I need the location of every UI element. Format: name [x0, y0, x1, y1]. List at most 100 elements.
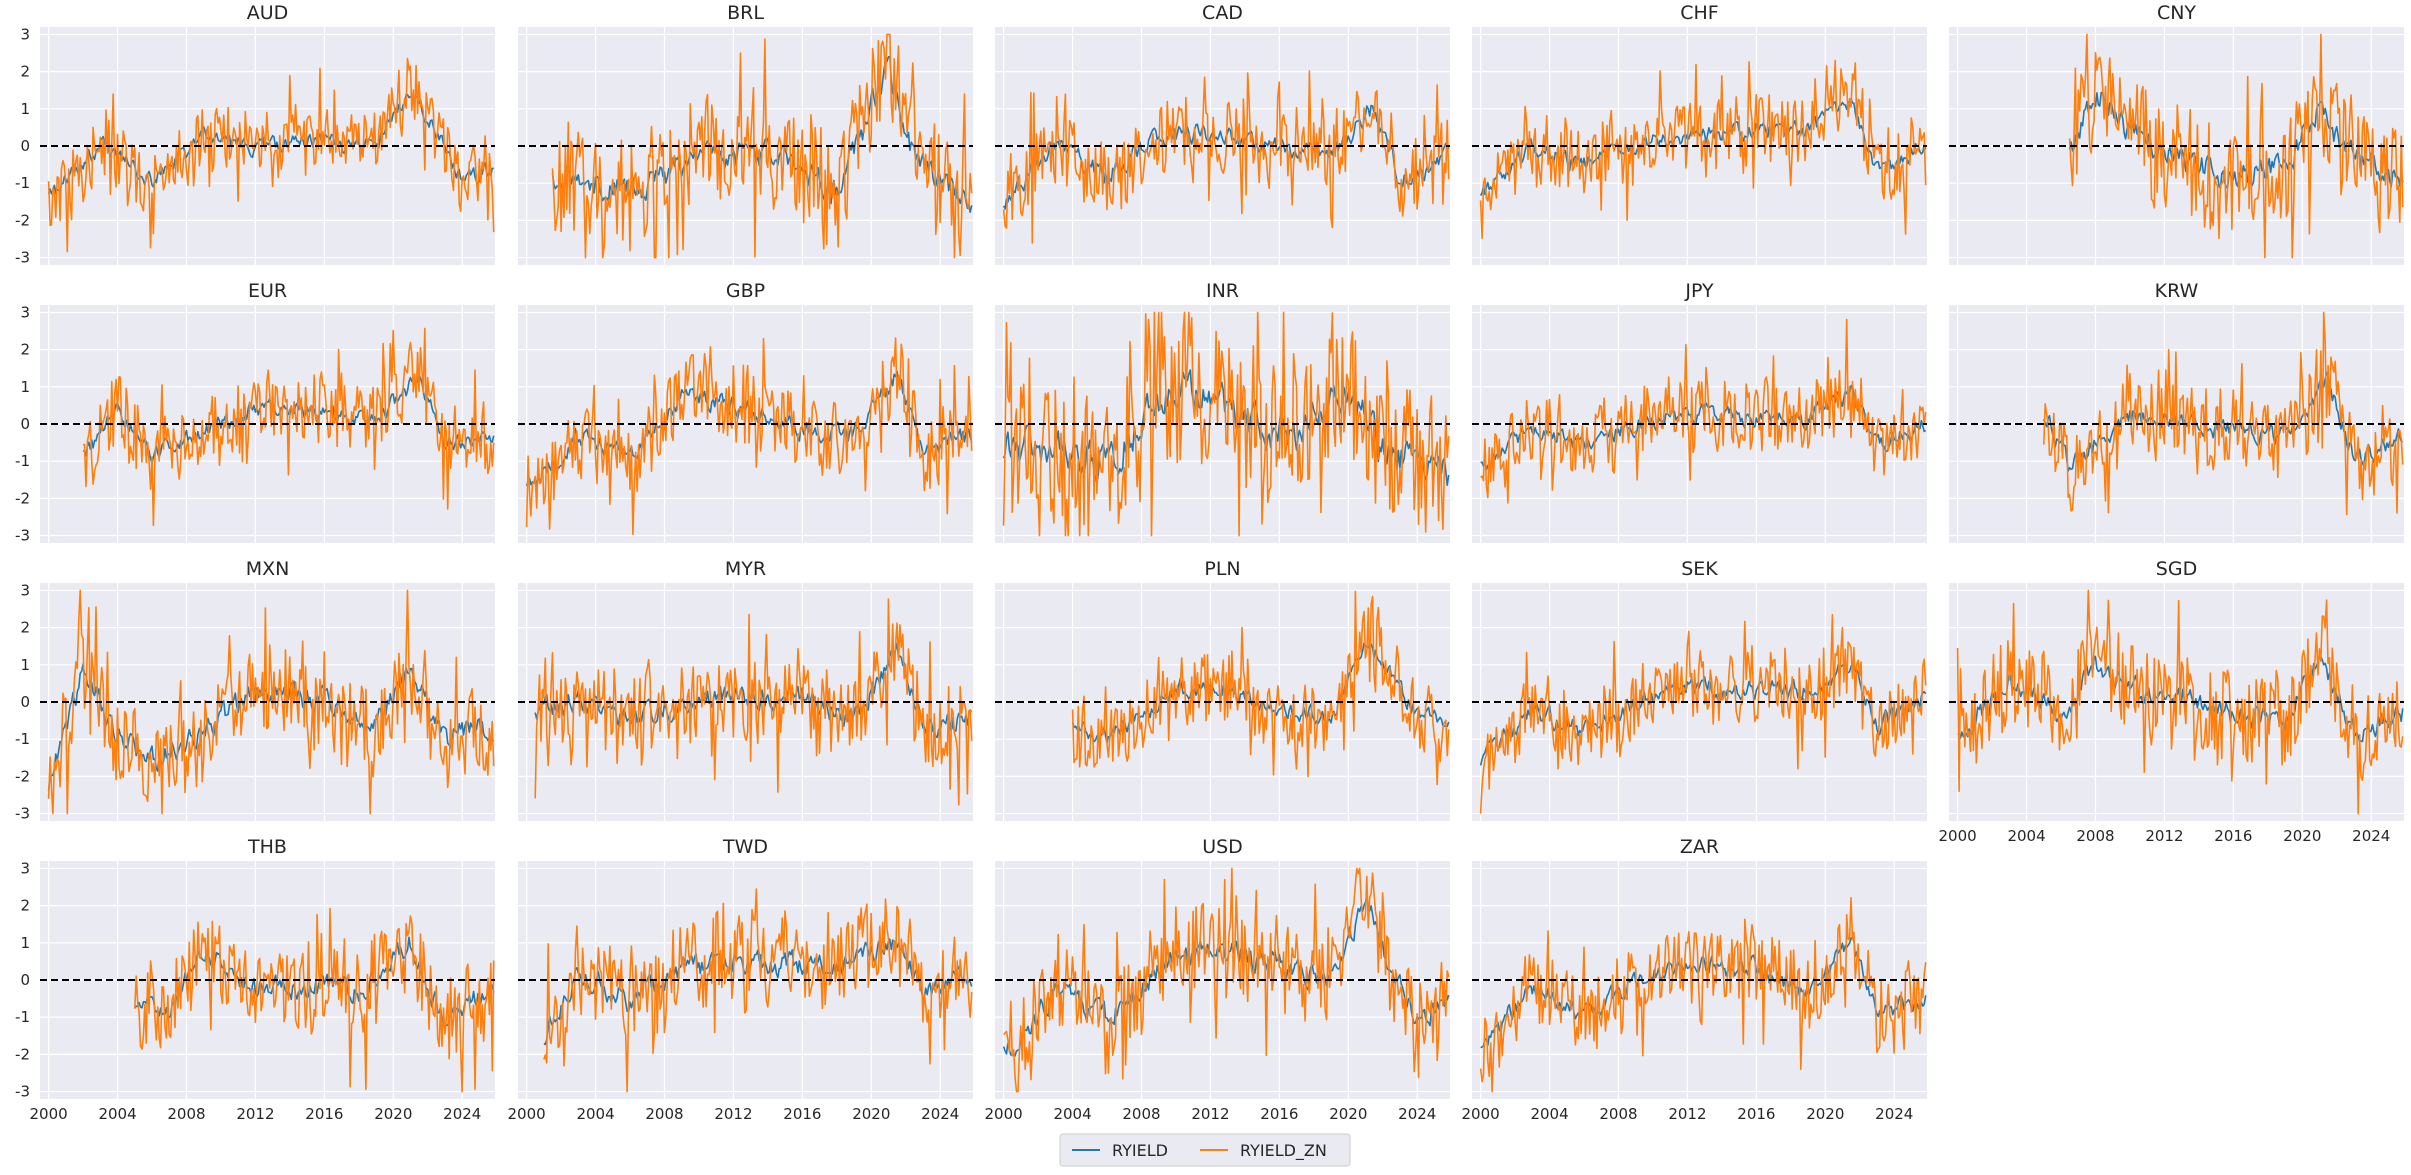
x-tick-label: 2024	[1875, 1105, 1913, 1123]
x-tick-label: 2020	[852, 1105, 890, 1123]
x-tick-label: 2024	[1398, 1105, 1436, 1123]
panel-twd: TWD 2000 2004 2008 2012 2016 2020 2024	[508, 836, 973, 1123]
y-tick-label: 3	[20, 25, 30, 43]
panel-eur: EUR -3 -2 -1 0 1 2 3	[15, 280, 495, 545]
panel-title: MYR	[725, 558, 766, 580]
series-line-ryield-zn	[2043, 311, 2404, 516]
y-tick-label: -1	[15, 452, 30, 470]
series-line-ryield-zn	[47, 57, 495, 253]
y-tick-label: 0	[20, 971, 30, 989]
x-tick-label: 2004	[1530, 1105, 1568, 1123]
panel-title: AUD	[247, 2, 289, 24]
panel-title: EUR	[248, 280, 287, 302]
series-line-ryield-zn	[83, 327, 495, 527]
panel-title: JPY	[1684, 280, 1714, 302]
y-tick-label: 2	[20, 897, 30, 915]
y-tick-label: 1	[20, 378, 30, 396]
x-tick-label: 2024	[2352, 827, 2390, 845]
x-tick-label: 2012	[1668, 1105, 1706, 1123]
panel-pln: PLN	[995, 558, 1450, 821]
x-tick-label: 2012	[236, 1105, 274, 1123]
series-line-ryield	[2043, 371, 2403, 472]
x-tick-label: 2016	[1260, 1105, 1298, 1123]
series-line-ryield-zn	[525, 337, 973, 536]
panel-title: GBP	[726, 280, 765, 302]
series-line-ryield-zn	[1002, 311, 1450, 537]
y-tick-label: -1	[15, 730, 30, 748]
panel-aud: AUD -3 -2 -1 0 1 2 3	[15, 2, 495, 267]
panel-cad: CAD	[995, 2, 1450, 265]
series-line-ryield-zn	[543, 888, 973, 1093]
series-line-ryield-zn	[1480, 318, 1927, 504]
x-tick-label: 2008	[2076, 827, 2114, 845]
panel-title: SEK	[1681, 558, 1718, 580]
x-tick-label: 2016	[2214, 827, 2252, 845]
x-tick-label: 2004	[98, 1105, 136, 1123]
x-tick-label: 2000	[30, 1105, 68, 1123]
y-tick-label: 1	[20, 656, 30, 674]
y-tick-label: 2	[20, 619, 30, 637]
y-tick-label: 0	[20, 415, 30, 433]
panel-title: THB	[247, 836, 287, 858]
x-tick-label: 2000	[985, 1105, 1023, 1123]
x-tick-label: 2012	[2145, 827, 2183, 845]
x-tick-label: 2020	[2283, 827, 2321, 845]
y-tick-label: -3	[15, 527, 30, 545]
x-tick-label: 2000	[1939, 827, 1977, 845]
panel-gbp: GBP	[518, 280, 973, 543]
x-tick-label: 2008	[1122, 1105, 1160, 1123]
panel-usd: USD 2000 2004 2008 2012 2016 2020 2024	[985, 836, 1450, 1123]
panel-thb: THB -3 -2 -1 0 1 2 3 2000 2004 2008 2012 2016 2020 202…	[15, 836, 495, 1123]
panel-title: CNY	[2157, 2, 2196, 24]
panel-title: ZAR	[1680, 836, 1719, 858]
panel-sgd: SGD 2000 2004 2008 2012 2016 2020 2024	[1939, 558, 2404, 845]
x-tick-label: 2016	[305, 1105, 343, 1123]
y-tick-label: 1	[20, 934, 30, 952]
x-tick-label: 2012	[1191, 1105, 1229, 1123]
y-tick-label: 3	[20, 581, 30, 599]
x-tick-label: 2008	[645, 1105, 683, 1123]
panel-title: INR	[1206, 280, 1239, 302]
series-line-ryield-zn	[551, 33, 973, 259]
panel-myr: MYR	[518, 558, 973, 821]
panel-chf: CHF	[1472, 2, 1927, 265]
x-tick-label: 2004	[1053, 1105, 1091, 1123]
panel-title: SGD	[2156, 558, 2197, 580]
legend-label-ryield-zn: RYIELD_ZN	[1240, 1141, 1327, 1161]
series-line-ryield-zn	[134, 907, 495, 1093]
y-tick-label: 1	[20, 100, 30, 118]
y-tick-label: -2	[15, 211, 30, 229]
series-line-ryield-zn	[1479, 896, 1927, 1093]
panel-title: PLN	[1204, 558, 1240, 580]
y-tick-label: -3	[15, 805, 30, 823]
x-tick-label: 2020	[374, 1105, 412, 1123]
panel-brl: BRL	[518, 2, 973, 265]
series-line-ryield	[134, 936, 495, 1029]
x-tick-label: 2004	[576, 1105, 614, 1123]
panel-title: MXN	[246, 558, 290, 580]
x-tick-label: 2024	[443, 1105, 481, 1123]
y-tick-label: -2	[15, 489, 30, 507]
panels-group: AUD -3 -2 -1 0 1 2 3 BRL CAD CHF CNY EUR -3 -2 -1 0 1 2 3 GB…	[15, 2, 2404, 1123]
series-line-ryield-zn	[1479, 59, 1927, 239]
panel-jpy: JPY	[1472, 280, 1927, 543]
y-tick-label: -1	[15, 1008, 30, 1026]
panel-mxn: MXN -3 -2 -1 0 1 2 3	[15, 558, 495, 823]
panel-title: TWD	[722, 836, 768, 858]
x-tick-label: 2004	[2007, 827, 2045, 845]
series-line-ryield	[2068, 91, 2404, 190]
y-tick-label: 0	[20, 137, 30, 155]
x-tick-label: 2008	[167, 1105, 205, 1123]
y-tick-label: 0	[20, 693, 30, 711]
panel-title: BRL	[727, 2, 764, 24]
y-tick-label: -1	[15, 174, 30, 192]
panel-title: CHF	[1680, 2, 1718, 24]
series-line-ryield-zn	[2068, 33, 2404, 259]
series-line-ryield-zn	[1956, 589, 2404, 815]
panel-sek: SEK	[1472, 558, 1927, 821]
y-tick-label: 3	[20, 303, 30, 321]
x-tick-label: 2012	[714, 1105, 752, 1123]
y-tick-label: -2	[15, 1045, 30, 1063]
panel-title: CAD	[1202, 2, 1243, 24]
